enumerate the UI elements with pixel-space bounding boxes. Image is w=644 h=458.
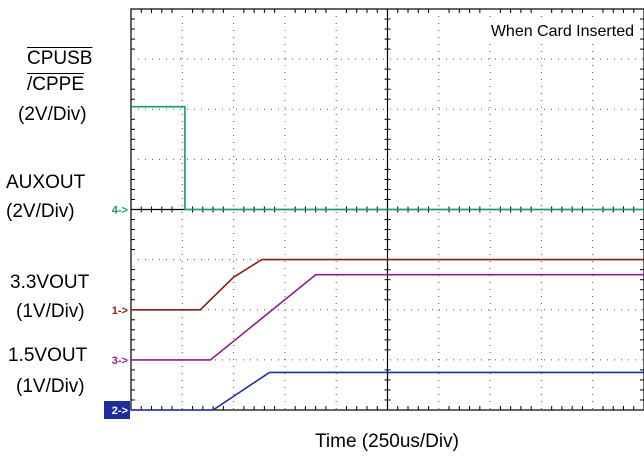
ch3-name: 3.3VOUT — [10, 272, 90, 293]
chart-title: When Card Inserted — [491, 23, 634, 40]
traces — [131, 105, 644, 411]
ch2-marker: 2-> — [112, 405, 128, 417]
ch1-name: AUXOUT — [6, 172, 86, 193]
ch3-marker: 3-> — [112, 355, 128, 367]
ch2-scale: (1V/Div) — [16, 376, 85, 397]
ch4-trace — [131, 105, 644, 211]
ch2-marker-box — [104, 401, 130, 419]
ch3-scale: (1V/Div) — [16, 301, 85, 322]
ch1-trace — [131, 258, 644, 311]
ch1-scale: (2V/Div) — [6, 201, 75, 222]
ch3-trace — [131, 273, 644, 361]
channel-markers: 4-> 1-> 3-> 2-> — [104, 205, 130, 419]
title-background — [440, 17, 636, 42]
x-axis-label: Time (250us/Div) — [315, 431, 459, 452]
ch2-name: 1.5VOUT — [8, 345, 88, 366]
ch1-marker: 1-> — [112, 305, 128, 317]
ch4-name-line2: /CPPE — [27, 74, 85, 95]
ch2-trace — [131, 371, 644, 411]
ch4-name-line1: CPUSB — [27, 48, 93, 69]
ch4-scale: (2V/Div) — [18, 104, 87, 125]
ch4-marker: 4-> — [112, 205, 128, 217]
